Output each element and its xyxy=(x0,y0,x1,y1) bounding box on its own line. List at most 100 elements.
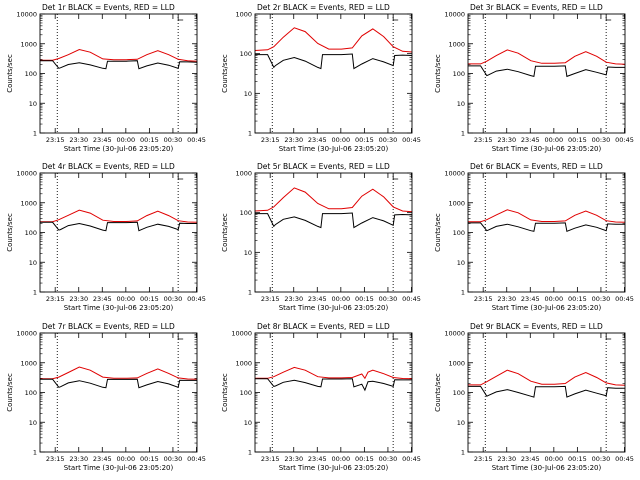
x-tick-label: 23:45 xyxy=(308,295,327,303)
plot-frame xyxy=(467,13,626,134)
x-tick-label: 00:15 xyxy=(355,136,374,144)
x-tick-label: 23:15 xyxy=(46,455,65,463)
x-tick-label: 00:30 xyxy=(379,455,398,463)
x-tick-label: 23:15 xyxy=(46,295,65,303)
y-tick-label: 1 xyxy=(461,289,465,297)
x-tick-label: 23:30 xyxy=(69,136,88,144)
x-tick-label: 00:45 xyxy=(402,136,421,144)
x-tick-label: 00:00 xyxy=(116,136,135,144)
y-axis-label: Counts/sec xyxy=(221,54,229,93)
x-tick-label: 00:00 xyxy=(331,455,350,463)
y-tick-label: 10 xyxy=(244,90,252,98)
y-axis-label: Counts/sec xyxy=(221,213,229,252)
x-tick-label: 00:45 xyxy=(615,455,634,463)
x-tick-label: 23:30 xyxy=(497,455,516,463)
events-series-line xyxy=(468,222,625,232)
x-tick-label: 00:15 xyxy=(568,295,587,303)
y-tick-label: 100 xyxy=(453,389,465,397)
y-axis-label: Counts/sec xyxy=(434,213,442,252)
x-tick-label: 00:45 xyxy=(615,136,634,144)
y-tick-label: 1000 xyxy=(235,170,252,178)
x-tick-label: 23:15 xyxy=(474,136,493,144)
interval-marker-bracket xyxy=(177,15,184,21)
events-series-line xyxy=(468,65,625,78)
interval-marker-bracket xyxy=(392,15,399,21)
chart-panel-8: Det 8r BLACK = Events, RED = LLD 1 10 100 10… xyxy=(221,322,421,472)
x-tick-label: 23:45 xyxy=(93,295,112,303)
interval-marker-bracket xyxy=(605,15,612,21)
x-tick-label: 23:30 xyxy=(284,136,303,144)
y-tick-label: 10000 xyxy=(444,330,465,338)
lld-series-line xyxy=(468,49,626,65)
x-tick-label: 23:45 xyxy=(93,455,112,463)
chart-title: Det 4r BLACK = Events, RED = LLD xyxy=(42,162,175,171)
x-tick-label: 23:45 xyxy=(308,136,327,144)
chart-panel-3: Det 3r BLACK = Events, RED = LLD 1 10 100 10… xyxy=(434,3,634,153)
y-tick-label: 10 xyxy=(244,249,252,257)
x-tick-label: 00:45 xyxy=(187,455,206,463)
x-axis-label: Start Time (30-Jul-06 23:05:20) xyxy=(64,304,174,312)
x-axis-label: Start Time (30-Jul-06 23:05:20) xyxy=(492,464,602,472)
x-axis-label: Start Time (30-Jul-06 23:05:20) xyxy=(492,304,602,312)
x-tick-label: 23:15 xyxy=(474,455,493,463)
lld-series-line xyxy=(468,369,626,386)
y-tick-label: 1 xyxy=(248,449,252,457)
x-tick-label: 00:45 xyxy=(402,455,421,463)
y-tick-label: 1 xyxy=(248,289,252,297)
x-tick-label: 00:00 xyxy=(116,455,135,463)
x-tick-label: 00:30 xyxy=(379,295,398,303)
x-tick-label: 23:45 xyxy=(93,136,112,144)
y-tick-label: 10 xyxy=(29,419,37,427)
y-tick-label: 10000 xyxy=(444,11,465,19)
chart-panel-5: Det 5r BLACK = Events, RED = LLD 1 10 100 10… xyxy=(221,162,421,312)
y-tick-label: 1 xyxy=(248,130,252,138)
x-tick-label: 23:30 xyxy=(69,295,88,303)
y-tick-label: 10 xyxy=(457,100,465,108)
x-tick-label: 23:45 xyxy=(308,455,327,463)
x-tick-label: 23:15 xyxy=(261,295,280,303)
x-tick-label: 00:15 xyxy=(355,295,374,303)
x-tick-label: 00:30 xyxy=(164,136,183,144)
y-tick-label: 1000 xyxy=(448,40,465,48)
y-tick-label: 1 xyxy=(33,449,37,457)
y-tick-label: 100 xyxy=(25,389,37,397)
y-axis-label: Counts/sec xyxy=(221,373,229,412)
y-tick-label: 100 xyxy=(240,50,252,58)
lld-series-line xyxy=(254,27,413,53)
x-tick-label: 00:15 xyxy=(568,136,587,144)
lld-series-line xyxy=(40,209,198,223)
plot-frame xyxy=(254,13,413,134)
y-tick-label: 1000 xyxy=(20,359,37,367)
y-tick-label: 1000 xyxy=(235,359,252,367)
x-tick-label: 00:15 xyxy=(140,295,159,303)
chart-panel-1: Det 1r BLACK = Events, RED = LLD 1 10 100 10… xyxy=(6,3,206,153)
x-tick-label: 00:30 xyxy=(164,295,183,303)
y-tick-label: 10 xyxy=(29,259,37,267)
y-tick-label: 100 xyxy=(240,209,252,217)
events-series-line xyxy=(40,60,198,70)
x-axis-label: Start Time (30-Jul-06 23:05:20) xyxy=(64,464,174,472)
y-tick-label: 100 xyxy=(25,70,37,78)
x-tick-label: 23:30 xyxy=(69,455,88,463)
x-tick-label: 23:15 xyxy=(46,136,65,144)
chart-title: Det 3r BLACK = Events, RED = LLD xyxy=(470,3,603,12)
x-axis-label: Start Time (30-Jul-06 23:05:20) xyxy=(279,464,389,472)
y-axis-label: Counts/sec xyxy=(6,373,14,412)
y-tick-label: 10000 xyxy=(444,170,465,178)
x-tick-label: 00:00 xyxy=(116,295,135,303)
chart-title: Det 8r BLACK = Events, RED = LLD xyxy=(257,322,390,331)
y-axis-label: Counts/sec xyxy=(6,54,14,93)
x-tick-label: 23:15 xyxy=(261,136,280,144)
chart-panel-9: Det 9r BLACK = Events, RED = LLD 1 10 100 10… xyxy=(434,322,634,472)
y-tick-label: 100 xyxy=(453,229,465,237)
chart-panel-6: Det 6r BLACK = Events, RED = LLD 1 10 100 10… xyxy=(434,162,634,312)
chart-panel-4: Det 4r BLACK = Events, RED = LLD 1 10 100 10… xyxy=(6,162,206,312)
x-tick-label: 23:15 xyxy=(474,295,493,303)
lld-series-line xyxy=(40,366,198,380)
y-tick-label: 1000 xyxy=(448,199,465,207)
y-tick-label: 1000 xyxy=(448,359,465,367)
y-tick-label: 10000 xyxy=(231,330,252,338)
x-tick-label: 00:15 xyxy=(568,455,587,463)
plot-frame xyxy=(39,172,198,293)
